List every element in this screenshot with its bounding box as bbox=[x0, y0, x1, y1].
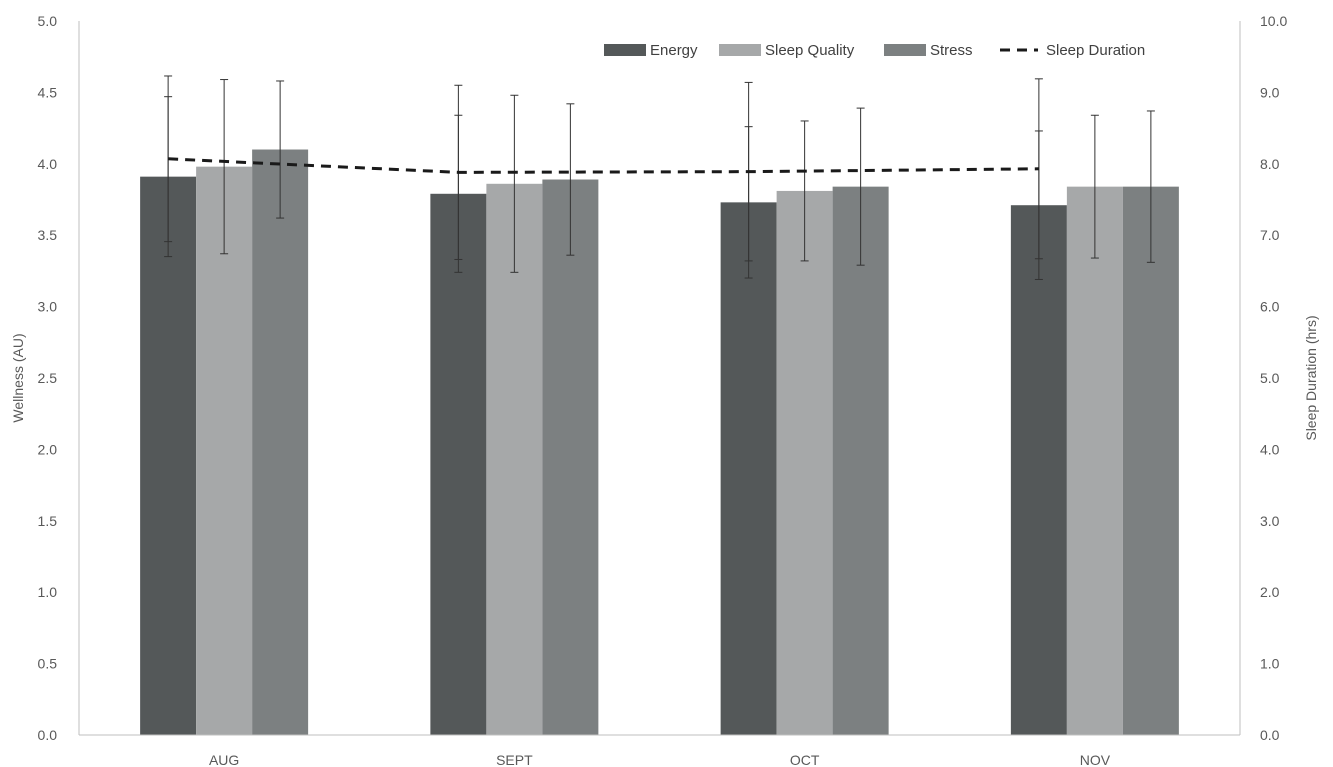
bar-energy bbox=[430, 193, 487, 736]
y-right-tick-label: 4.0 bbox=[1260, 441, 1280, 457]
sleep-duration-line-series bbox=[168, 157, 1039, 174]
y-left-tick-label: 0.5 bbox=[38, 656, 58, 672]
y-right-tick-label: 6.0 bbox=[1260, 299, 1280, 315]
y-right-tick-label: 1.0 bbox=[1260, 656, 1280, 672]
bar-energy bbox=[1010, 205, 1067, 735]
y-left-axis-title: Wellness (AU) bbox=[10, 333, 26, 422]
bar-stress bbox=[1122, 186, 1179, 735]
x-axis-ticks: AUG SEPT OCT NOV bbox=[209, 752, 1111, 767]
bar-sleep-quality bbox=[1066, 186, 1123, 735]
y-left-axis-ticks: 0.0 0.5 1.0 1.5 2.0 2.5 3.0 3.5 4.0 4.5 5.0 bbox=[38, 13, 58, 743]
y-right-tick-label: 3.0 bbox=[1260, 513, 1280, 529]
bar-sleep-quality bbox=[196, 166, 253, 735]
y-right-tick-label: 9.0 bbox=[1260, 84, 1280, 100]
bar-sleep-quality bbox=[486, 183, 543, 736]
y-left-tick-label: 4.5 bbox=[38, 84, 58, 100]
y-right-tick-label: 2.0 bbox=[1260, 584, 1280, 600]
y-left-tick-label: 4.0 bbox=[38, 156, 58, 172]
x-tick-label: OCT bbox=[790, 752, 820, 767]
x-tick-label: AUG bbox=[209, 752, 239, 767]
bar-stress bbox=[542, 179, 599, 735]
y-left-tick-label: 3.0 bbox=[38, 299, 58, 315]
legend-label-sleep-quality: Sleep Quality bbox=[765, 42, 855, 59]
bar-series bbox=[140, 149, 1179, 736]
y-right-tick-label: 10.0 bbox=[1260, 13, 1287, 29]
error-bars bbox=[164, 75, 1155, 280]
y-right-tick-label: 7.0 bbox=[1260, 227, 1280, 243]
bar-stress bbox=[832, 186, 889, 735]
x-tick-label: SEPT bbox=[496, 752, 533, 767]
y-right-axis-ticks: 0.0 1.0 2.0 3.0 4.0 5.0 6.0 7.0 8.0 9.0 10.0 bbox=[1260, 13, 1287, 743]
legend-label-energy: Energy bbox=[650, 42, 698, 59]
y-right-axis-title: Sleep Duration (hrs) bbox=[1303, 315, 1319, 440]
legend: Energy Sleep Quality Stress Sleep Duration bbox=[604, 42, 1145, 59]
legend-swatch-sleep-quality bbox=[719, 44, 761, 56]
y-left-tick-label: 2.0 bbox=[38, 441, 58, 457]
bar-stress bbox=[252, 149, 309, 735]
sleep-duration-line bbox=[168, 157, 1039, 174]
y-left-tick-label: 1.0 bbox=[38, 584, 58, 600]
y-left-tick-label: 0.0 bbox=[38, 727, 58, 743]
bar-energy bbox=[720, 202, 777, 735]
legend-label-stress: Stress bbox=[930, 42, 973, 59]
y-left-tick-label: 1.5 bbox=[38, 513, 58, 529]
legend-swatch-energy bbox=[604, 44, 646, 56]
y-left-tick-label: 3.5 bbox=[38, 227, 58, 243]
bar-sleep-quality bbox=[776, 190, 833, 735]
legend-swatch-stress bbox=[884, 44, 926, 56]
y-left-tick-label: 2.5 bbox=[38, 370, 58, 386]
bar-energy bbox=[140, 176, 197, 736]
y-right-tick-label: 8.0 bbox=[1260, 156, 1280, 172]
x-tick-label: NOV bbox=[1080, 752, 1111, 767]
y-right-tick-label: 0.0 bbox=[1260, 727, 1280, 743]
y-left-tick-label: 5.0 bbox=[38, 13, 58, 29]
legend-label-sleep-duration: Sleep Duration bbox=[1046, 42, 1145, 59]
y-right-tick-label: 5.0 bbox=[1260, 370, 1280, 386]
